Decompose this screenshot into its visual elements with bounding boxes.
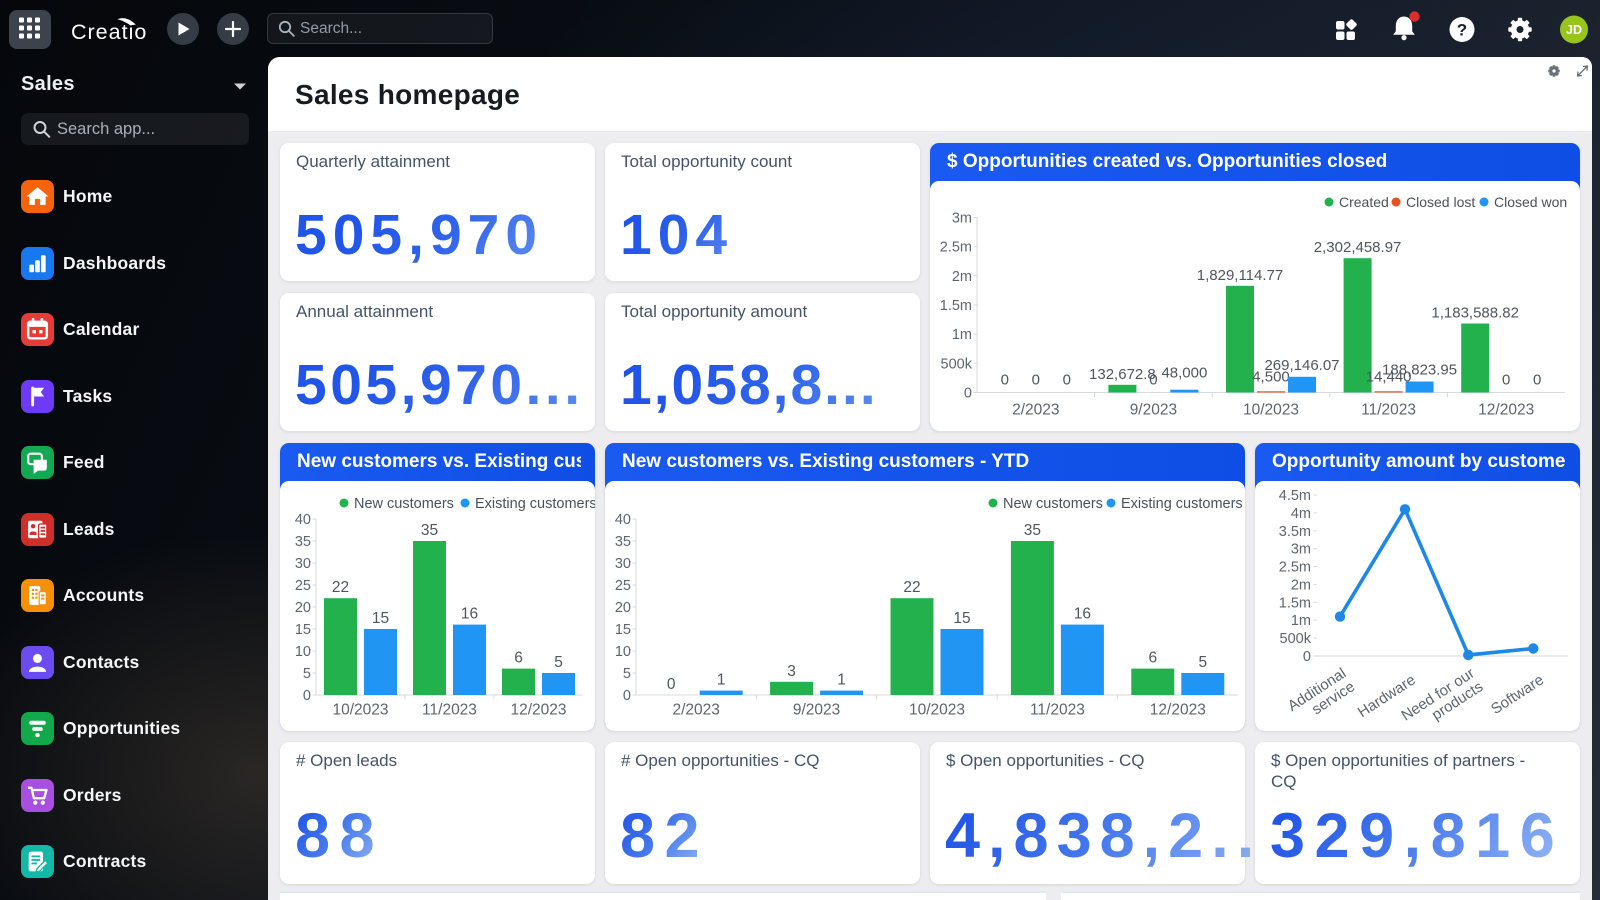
svg-text:2m: 2m xyxy=(1291,577,1311,593)
svg-text:10/2023: 10/2023 xyxy=(332,702,388,719)
svg-text:30: 30 xyxy=(615,556,631,572)
svg-text:1,183,588.82: 1,183,588.82 xyxy=(1431,305,1519,322)
svg-text:1: 1 xyxy=(717,672,726,689)
svg-text:20: 20 xyxy=(295,600,311,616)
svg-text:4.5m: 4.5m xyxy=(1279,488,1311,504)
svg-text:15: 15 xyxy=(372,610,389,627)
svg-text:15: 15 xyxy=(615,622,631,638)
svg-text:0: 0 xyxy=(964,386,972,402)
svg-text:1,829,114.77: 1,829,114.77 xyxy=(1197,267,1283,284)
svg-text:11/2023: 11/2023 xyxy=(1361,402,1416,419)
svg-text:4,500: 4,500 xyxy=(1252,369,1290,386)
svg-text:48,000: 48,000 xyxy=(1161,365,1207,382)
svg-text:11/2023: 11/2023 xyxy=(1030,702,1085,719)
svg-text:35: 35 xyxy=(421,522,438,539)
svg-text:1.5m: 1.5m xyxy=(1279,595,1311,611)
svg-text:9/2023: 9/2023 xyxy=(1130,402,1177,419)
svg-text:9/2023: 9/2023 xyxy=(793,702,840,719)
svg-text:16: 16 xyxy=(461,606,478,623)
svg-text:Existing customers: Existing customers xyxy=(1121,496,1243,512)
svg-text:11/2023: 11/2023 xyxy=(422,702,477,719)
svg-text:JD: JD xyxy=(1566,23,1582,37)
svg-text:5: 5 xyxy=(1198,654,1207,671)
svg-text:15: 15 xyxy=(295,622,311,638)
svg-text:Closed won: Closed won xyxy=(1494,194,1567,210)
svg-text:35: 35 xyxy=(615,534,631,550)
svg-text:0: 0 xyxy=(1533,372,1541,389)
svg-text:12/2023: 12/2023 xyxy=(1150,702,1206,719)
svg-text:?: ? xyxy=(1457,21,1467,40)
svg-text:16: 16 xyxy=(1074,606,1091,623)
svg-text:35: 35 xyxy=(1024,522,1041,539)
svg-text:12/2023: 12/2023 xyxy=(1478,402,1534,419)
svg-text:10/2023: 10/2023 xyxy=(1243,402,1299,419)
svg-text:1.5m: 1.5m xyxy=(940,298,972,314)
svg-text:2.5m: 2.5m xyxy=(940,240,972,256)
svg-text:1m: 1m xyxy=(1291,613,1311,629)
svg-text:0: 0 xyxy=(1502,372,1510,389)
svg-text:0: 0 xyxy=(1063,372,1071,389)
svg-text:0: 0 xyxy=(1303,649,1311,665)
svg-text:14,440: 14,440 xyxy=(1366,369,1412,386)
svg-text:500k: 500k xyxy=(941,356,973,372)
svg-text:0: 0 xyxy=(1001,372,1009,389)
svg-text:5: 5 xyxy=(303,666,311,682)
svg-text:25: 25 xyxy=(615,578,631,594)
svg-text:0: 0 xyxy=(303,688,311,704)
svg-text:4m: 4m xyxy=(1291,506,1311,522)
svg-text:2.5m: 2.5m xyxy=(1279,560,1311,576)
svg-text:40: 40 xyxy=(295,512,311,528)
svg-text:5: 5 xyxy=(554,654,563,671)
svg-text:500k: 500k xyxy=(1280,631,1312,647)
svg-text:New customers: New customers xyxy=(1003,496,1103,512)
svg-text:6: 6 xyxy=(1148,650,1157,667)
svg-text:188,823.95: 188,823.95 xyxy=(1382,362,1457,379)
svg-text:2/2023: 2/2023 xyxy=(1012,402,1059,419)
svg-text:1m: 1m xyxy=(952,327,972,343)
svg-text:22: 22 xyxy=(903,579,920,596)
svg-text:22: 22 xyxy=(332,579,349,596)
svg-text:Closed lost: Closed lost xyxy=(1406,194,1475,210)
svg-text:10: 10 xyxy=(615,644,631,660)
svg-text:New customers: New customers xyxy=(354,496,454,512)
svg-text:2m: 2m xyxy=(952,269,972,285)
svg-text:3m: 3m xyxy=(952,211,972,227)
svg-text:2/2023: 2/2023 xyxy=(672,702,719,719)
svg-text:0: 0 xyxy=(667,676,676,693)
svg-text:20: 20 xyxy=(615,600,631,616)
svg-text:0: 0 xyxy=(1032,372,1040,389)
svg-text:Need for ourproducts: Need for ourproducts xyxy=(1398,665,1486,731)
svg-text:3: 3 xyxy=(787,663,796,680)
svg-text:10/2023: 10/2023 xyxy=(909,702,965,719)
svg-text:12/2023: 12/2023 xyxy=(510,702,566,719)
svg-text:132,672.8: 132,672.8 xyxy=(1089,366,1156,383)
svg-text:25: 25 xyxy=(295,578,311,594)
svg-text:3.5m: 3.5m xyxy=(1279,524,1311,540)
svg-text:10: 10 xyxy=(295,644,311,660)
svg-text:15: 15 xyxy=(953,610,970,627)
svg-text:0: 0 xyxy=(623,688,631,704)
svg-text:3m: 3m xyxy=(1291,542,1311,558)
svg-text:5: 5 xyxy=(623,666,631,682)
svg-text:Software: Software xyxy=(1488,671,1547,718)
svg-text:30: 30 xyxy=(295,556,311,572)
svg-text:269,146.07: 269,146.07 xyxy=(1264,357,1339,374)
svg-text:1: 1 xyxy=(837,672,846,689)
svg-text:Existing customers: Existing customers xyxy=(475,496,595,512)
svg-text:Created: Created xyxy=(1339,194,1389,210)
svg-text:35: 35 xyxy=(295,534,311,550)
svg-text:6: 6 xyxy=(514,650,523,667)
svg-text:40: 40 xyxy=(615,512,631,528)
svg-text:0: 0 xyxy=(1149,372,1157,389)
svg-text:Additionalservice: Additionalservice xyxy=(1285,665,1358,729)
svg-text:2,302,458.97: 2,302,458.97 xyxy=(1314,239,1402,256)
